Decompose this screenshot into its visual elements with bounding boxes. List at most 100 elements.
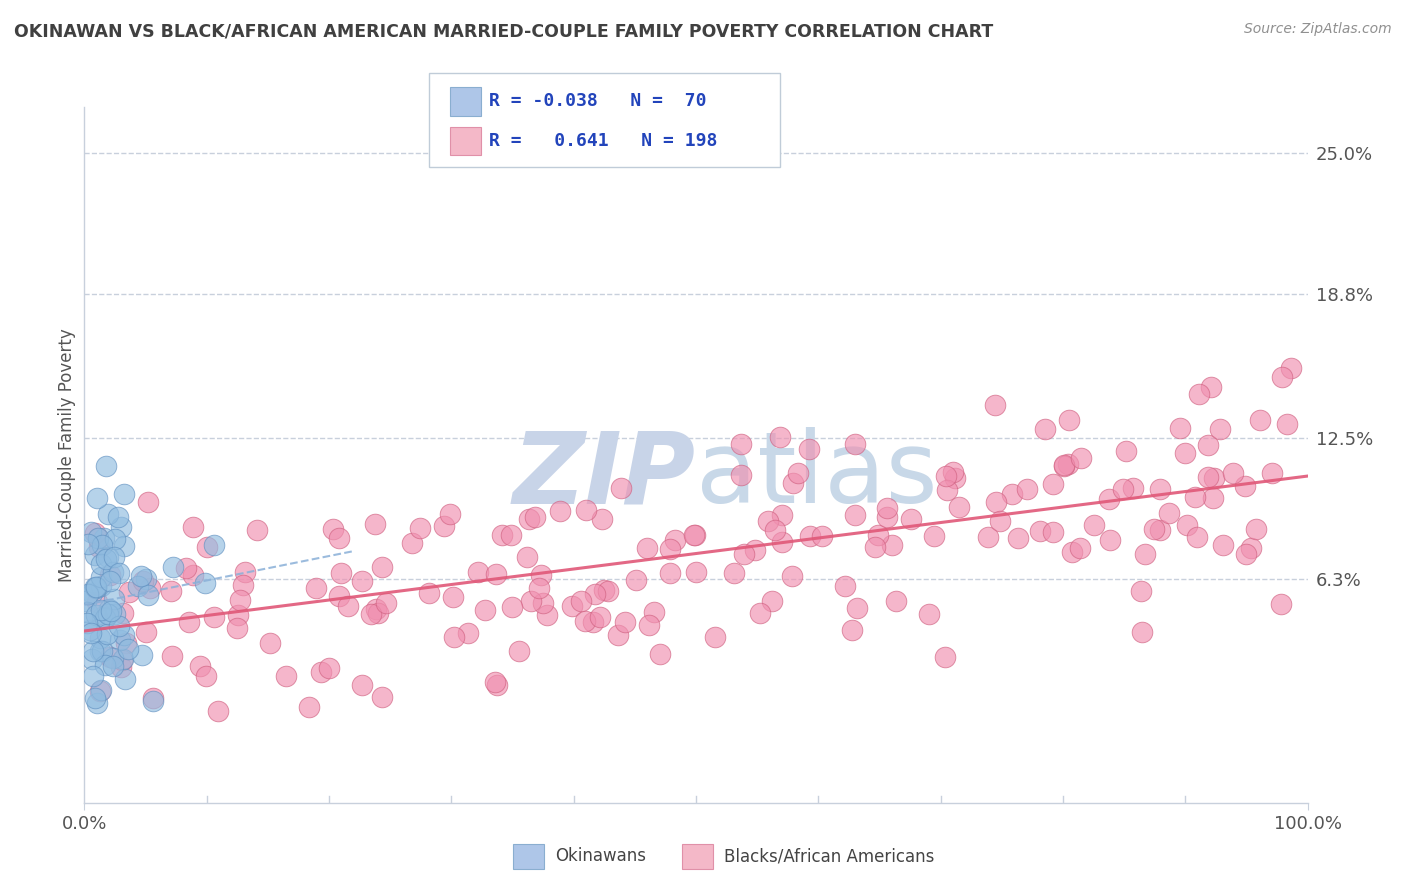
Point <box>638 618 661 632</box>
Point <box>433 519 456 533</box>
Point <box>508 643 530 657</box>
Point <box>101 659 124 673</box>
Point <box>142 691 165 706</box>
Point <box>1083 518 1105 533</box>
Point <box>780 568 803 582</box>
Point <box>96 507 118 521</box>
Point <box>86 491 108 505</box>
Point <box>142 693 165 707</box>
Point <box>97 549 120 564</box>
Point <box>749 606 772 620</box>
Point <box>1212 538 1234 552</box>
Text: R =   0.641   N = 198: R = 0.641 N = 198 <box>489 132 717 150</box>
Point <box>309 665 332 679</box>
Point <box>948 500 970 515</box>
Point <box>880 538 903 552</box>
Point <box>561 599 583 613</box>
Point <box>177 615 200 629</box>
Point <box>934 650 956 665</box>
Point <box>592 583 614 598</box>
Point <box>744 542 766 557</box>
Point <box>418 586 440 600</box>
Point <box>107 510 129 524</box>
Point <box>516 550 538 565</box>
Point <box>118 584 141 599</box>
Point <box>1042 476 1064 491</box>
Point <box>136 588 159 602</box>
Point <box>591 512 613 526</box>
Point <box>1202 491 1225 505</box>
Point <box>112 628 135 642</box>
Point <box>1240 541 1263 556</box>
Point <box>82 644 104 658</box>
Point <box>232 578 254 592</box>
Point <box>79 525 101 540</box>
Point <box>1197 470 1219 484</box>
Point <box>135 625 157 640</box>
Point <box>197 540 219 554</box>
Point <box>90 579 112 593</box>
Point <box>129 569 152 583</box>
Point <box>799 442 821 456</box>
Point <box>1149 523 1171 537</box>
Point <box>364 601 387 615</box>
Point <box>517 512 540 526</box>
Point <box>190 658 212 673</box>
Point <box>936 483 959 498</box>
Point <box>82 652 104 666</box>
Text: R = -0.038   N =  70: R = -0.038 N = 70 <box>489 93 707 111</box>
Point <box>1098 492 1121 507</box>
Point <box>107 566 129 580</box>
Point <box>643 605 665 619</box>
Point <box>844 437 866 451</box>
Point <box>104 607 127 621</box>
Point <box>84 607 107 622</box>
Point <box>364 516 387 531</box>
Point <box>531 596 554 610</box>
Point <box>730 468 752 483</box>
Point <box>1175 518 1198 533</box>
Point <box>103 566 125 580</box>
Point <box>799 528 821 542</box>
Point <box>1197 438 1219 452</box>
Point <box>328 589 350 603</box>
Point <box>82 586 104 600</box>
Point <box>457 626 479 640</box>
Point <box>685 528 707 542</box>
Point <box>770 508 793 522</box>
Point <box>330 566 353 580</box>
Point <box>401 536 423 550</box>
Point <box>876 510 898 524</box>
Point <box>484 674 506 689</box>
Point <box>1149 482 1171 496</box>
Point <box>96 552 118 566</box>
Point <box>866 528 889 542</box>
Point <box>943 470 966 484</box>
Point <box>1234 547 1257 561</box>
Point <box>246 523 269 537</box>
Point <box>202 609 225 624</box>
Point <box>194 575 217 590</box>
Point <box>127 579 149 593</box>
Text: Blacks/African Americans: Blacks/African Americans <box>724 847 935 865</box>
Point <box>83 549 105 563</box>
Point <box>501 600 523 615</box>
Point <box>730 437 752 451</box>
Point <box>845 600 868 615</box>
Point <box>1057 412 1080 426</box>
Point <box>90 682 112 697</box>
Point <box>1029 524 1052 539</box>
Point <box>984 398 1007 412</box>
Point <box>207 705 229 719</box>
Point <box>467 566 489 580</box>
Point <box>443 630 465 644</box>
Point <box>569 593 592 607</box>
Point <box>79 623 101 637</box>
Point <box>935 469 957 483</box>
Text: OKINAWAN VS BLACK/AFRICAN AMERICAN MARRIED-COUPLE FAMILY POVERTY CORRELATION CHA: OKINAWAN VS BLACK/AFRICAN AMERICAN MARRI… <box>14 22 993 40</box>
Point <box>259 636 281 650</box>
Point <box>202 538 225 552</box>
Point <box>110 520 132 534</box>
Point <box>90 570 112 584</box>
Point <box>485 566 508 581</box>
